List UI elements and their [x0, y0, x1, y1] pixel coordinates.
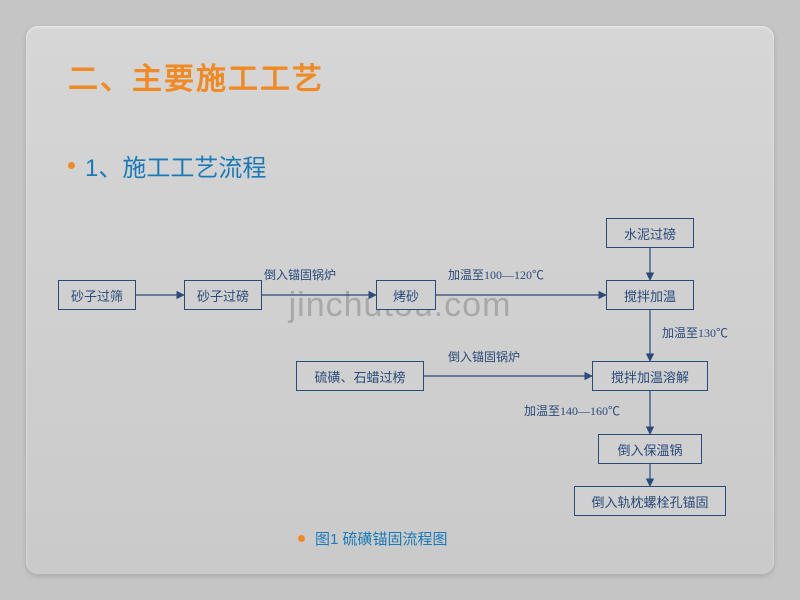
flowchart-canvas: 砂子过筛 砂子过磅 烤砂 水泥过磅搅拌加温硫磺、石蜡过榜 搅拌加温溶解倒入保温锅倒入轨枕… [26, 26, 774, 574]
subtitle-row: 1、施工工艺流程 [68, 148, 266, 183]
flow-node: 倒入保温锅 [598, 434, 702, 464]
slide-panel: 二、主要施工工艺 1、施工工艺流程 jinchutou.com 砂子过筛 砂子过磅… [26, 26, 774, 574]
section-title: 二、主要施工工艺 [68, 54, 324, 98]
flow-node: 搅拌加温溶解 [592, 361, 708, 391]
flow-edge-label: 加温至100—120℃ [448, 266, 544, 283]
caption-text: 图1 硫磺锚固流程图 [315, 528, 448, 549]
flowchart-arrows [26, 26, 774, 574]
flow-edge-label: 加温至140—160℃ [524, 402, 620, 419]
caption-row: 图1 硫磺锚固流程图 [298, 528, 448, 549]
flow-node: 烤砂 [376, 280, 436, 310]
bullet-icon [68, 162, 75, 169]
flow-node: 砂子过筛 [58, 280, 136, 310]
flow-node: 砂子过磅 [184, 280, 262, 310]
subtitle-text: 1、施工工艺流程 [85, 148, 266, 183]
watermark-text: jinchutou.com [289, 286, 512, 325]
flow-edge-label: 倒入锚固锅炉 [264, 266, 336, 283]
flow-node: 硫磺、石蜡过榜 [296, 361, 424, 391]
flow-node: 倒入轨枕螺栓孔锚固 [574, 486, 726, 516]
flow-node: 搅拌加温 [606, 280, 694, 310]
flow-edge-label: 加温至130℃ [662, 324, 728, 341]
bullet-icon [298, 535, 305, 542]
flow-node: 水泥过磅 [606, 218, 694, 248]
flow-edge-label: 倒入锚固锅炉 [448, 348, 520, 365]
